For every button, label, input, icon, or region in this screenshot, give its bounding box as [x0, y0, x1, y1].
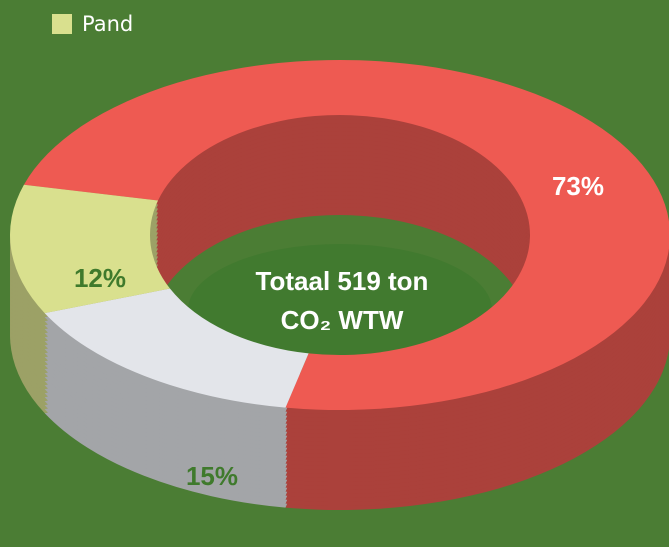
center-text: Totaal 519 ton — [256, 266, 429, 296]
value-label: 15% — [186, 461, 238, 491]
chart: Pand Totaal 519 ton CO₂ WTW 73% 15% 12% — [0, 0, 669, 547]
value-label: 73% — [552, 171, 604, 201]
legend-label: Pand — [82, 12, 133, 36]
legend-swatch — [52, 14, 72, 34]
value-label: 12% — [74, 263, 126, 293]
center-text: CO₂ WTW — [281, 305, 404, 335]
